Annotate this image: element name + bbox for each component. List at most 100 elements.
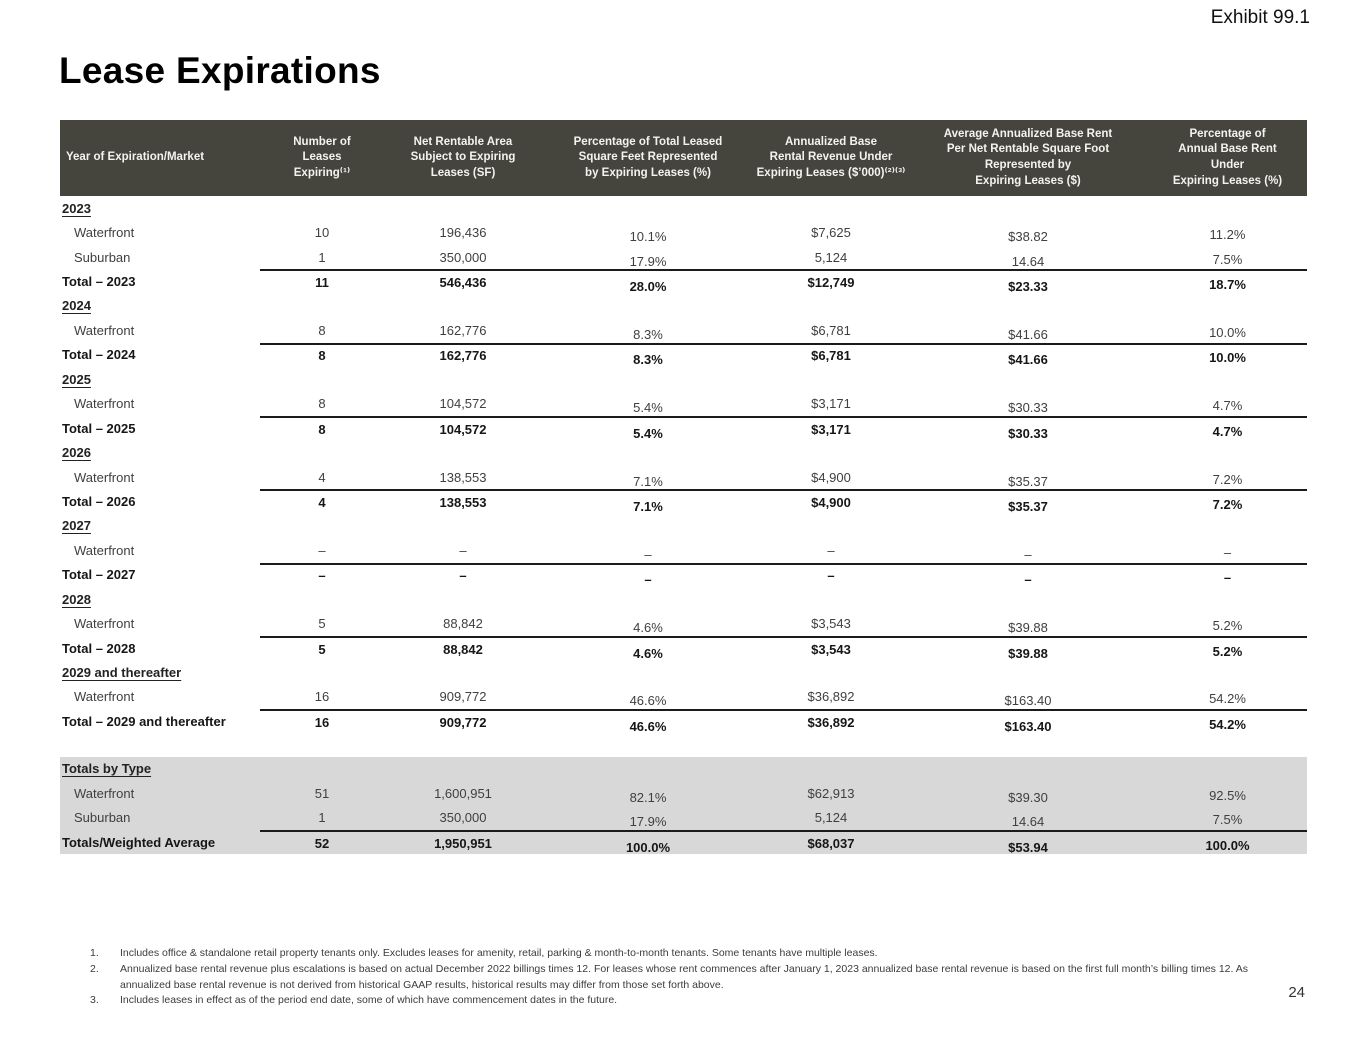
cell-value: 88,842 xyxy=(384,635,542,660)
cell-value xyxy=(542,196,754,220)
cell-value xyxy=(384,367,542,391)
row-label: Total – 2026 xyxy=(62,493,136,509)
cell-value: 5.2% xyxy=(1148,635,1307,660)
cell-value xyxy=(754,587,908,611)
cell-value: 10 xyxy=(314,225,330,241)
cell-value: 1,950,951 xyxy=(384,829,542,854)
cell-value xyxy=(542,294,754,318)
cell-value: 7.5% xyxy=(1212,251,1243,267)
cell-value: 138,553 xyxy=(439,469,487,485)
table-row: Waterfront 10 196,436 10.1% $7,625 $38.82 11.2… xyxy=(60,220,1307,244)
cell-value: $38.82 xyxy=(1008,229,1048,245)
cell-value: $39.30 xyxy=(1008,789,1048,805)
row-label: Total – 2023 xyxy=(62,274,136,290)
cell-value xyxy=(1148,660,1307,684)
cell-value xyxy=(908,757,1148,781)
column-header-pct-total-leased-sf: Percentage of Total Leased Square Feet R… xyxy=(573,135,723,179)
cell-value: $4,900 xyxy=(811,469,851,485)
cell-value: – xyxy=(754,562,908,587)
cell-value: 18.7% xyxy=(1148,269,1307,293)
cell-value: 52 xyxy=(260,829,384,854)
cell-value xyxy=(384,587,542,611)
row-label: Total – 2029 and thereafter xyxy=(62,713,226,729)
row-label: 2027 xyxy=(62,518,91,534)
column-header-number-of-leases: Number of Leases Expiring⁽¹⁾ xyxy=(293,135,351,179)
row-label: Totals by Type xyxy=(62,761,152,777)
cell-value: 1 xyxy=(318,810,326,826)
cell-value: 14.64 xyxy=(1011,814,1045,830)
cell-value: 51 xyxy=(314,785,330,801)
cell-value: 46.6% xyxy=(542,709,754,734)
cell-value: 7.1% xyxy=(633,473,663,489)
cell-value xyxy=(260,367,384,391)
year-section-row: 2026 xyxy=(60,440,1307,464)
cell-value xyxy=(260,196,384,220)
cell-value xyxy=(754,660,908,684)
cell-value xyxy=(908,514,1148,538)
cell-value xyxy=(542,660,754,684)
cell-value: $39.88 xyxy=(1008,620,1048,636)
row-label: Total – 2024 xyxy=(62,347,136,363)
cell-value: – xyxy=(384,562,542,587)
cell-value: – xyxy=(1223,544,1232,560)
table-row: Suburban 1 350,000 17.9% 5,124 14.64 7.5% xyxy=(60,245,1307,269)
cell-value xyxy=(1148,440,1307,464)
cell-value: 5 xyxy=(260,635,384,660)
cell-value xyxy=(754,367,908,391)
cell-value xyxy=(384,757,542,781)
cell-value xyxy=(908,294,1148,318)
cell-value: 10.0% xyxy=(1209,324,1246,340)
column-header-net-rentable-area: Net Rentable Area Subject to Expiring Le… xyxy=(410,135,516,179)
footnote-number: 3. xyxy=(90,994,99,1007)
cell-value: – xyxy=(260,562,384,587)
cell-value: 350,000 xyxy=(439,810,487,826)
cell-value: 1 xyxy=(318,249,326,265)
cell-value: 100.0% xyxy=(542,829,754,855)
cell-value xyxy=(260,587,384,611)
row-label: Waterfront xyxy=(74,396,135,412)
cell-value: 350,000 xyxy=(439,249,487,265)
cell-value: 5 xyxy=(318,616,326,632)
cell-value: 104,572 xyxy=(439,396,487,412)
cell-value: – xyxy=(318,542,326,558)
row-label: 2024 xyxy=(62,298,91,314)
row-label: 2023 xyxy=(62,200,91,216)
totals-by-type-block: Totals by Type Waterfront 51 1,600,951 82.1%… xyxy=(60,756,1307,855)
cell-value: 5,124 xyxy=(814,810,848,826)
cell-value xyxy=(908,367,1148,391)
row-label: Waterfront xyxy=(74,616,135,632)
cell-value: – xyxy=(1148,562,1307,587)
cell-value: 8 xyxy=(318,396,326,412)
cell-value xyxy=(1148,196,1307,220)
cell-value: 8 xyxy=(260,342,384,367)
total-row: Total – 2028 5 88,842 4.6% $3,543 $39.88 5.2% xyxy=(60,635,1307,661)
cell-value: 4.6% xyxy=(542,635,754,661)
cell-value: 8.3% xyxy=(542,342,754,367)
table-body: 2023 Waterfront 10 196,436 10.1% $7,625 $38.82… xyxy=(60,196,1307,734)
exhibit-label: Exhibit 99.1 xyxy=(1210,7,1310,28)
cell-value: $4,900 xyxy=(754,489,908,513)
cell-value: 4 xyxy=(318,469,326,485)
row-label: Waterfront xyxy=(74,322,135,338)
cell-value: 4 xyxy=(260,489,384,513)
cell-value: 4.6% xyxy=(633,620,663,636)
cell-value xyxy=(1148,514,1307,538)
cell-value: – xyxy=(908,562,1148,587)
cell-value: $12,749 xyxy=(754,269,908,293)
cell-value xyxy=(542,587,754,611)
year-section-row: 2023 xyxy=(60,196,1307,220)
cell-value: 46.6% xyxy=(629,693,667,709)
cell-value xyxy=(754,514,908,538)
table-row: Waterfront 8 104,572 5.4% $3,171 $30.33 4.7% xyxy=(60,392,1307,416)
cell-value: – xyxy=(1024,546,1032,562)
cell-value: $163.40 xyxy=(908,709,1148,734)
cell-value: 546,436 xyxy=(384,269,542,293)
cell-value: 28.0% xyxy=(542,269,754,294)
cell-value: – xyxy=(459,542,467,558)
year-section-row: 2025 xyxy=(60,367,1307,391)
cell-value: 5.4% xyxy=(633,400,663,416)
table-row: Suburban 1 350,000 17.9% 5,124 14.64 7.5% xyxy=(60,806,1307,830)
row-label: 2026 xyxy=(62,445,91,461)
cell-value: $41.66 xyxy=(908,342,1148,367)
